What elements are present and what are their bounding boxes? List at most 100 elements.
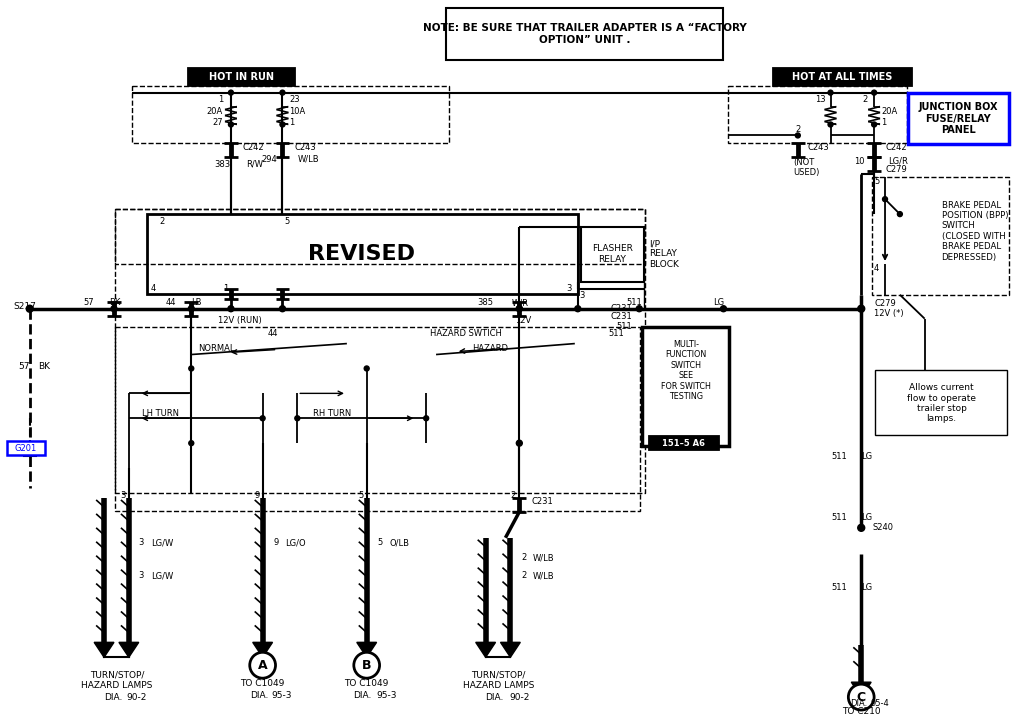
Circle shape bbox=[897, 212, 902, 217]
Text: 511: 511 bbox=[831, 583, 848, 592]
Circle shape bbox=[848, 684, 874, 710]
Text: S240: S240 bbox=[872, 523, 893, 532]
Text: W/R: W/R bbox=[511, 299, 528, 307]
Text: O/LB: O/LB bbox=[389, 538, 410, 547]
Circle shape bbox=[295, 416, 300, 421]
Circle shape bbox=[636, 306, 642, 311]
Text: DIA.: DIA. bbox=[353, 691, 371, 700]
Text: DIA.: DIA. bbox=[250, 691, 268, 700]
Text: LG/W: LG/W bbox=[151, 538, 173, 547]
Text: LG/O: LG/O bbox=[286, 538, 306, 547]
Text: HAZARD LAMPS: HAZARD LAMPS bbox=[81, 681, 153, 690]
Circle shape bbox=[188, 366, 194, 371]
Polygon shape bbox=[253, 642, 272, 657]
Text: LG/R: LG/R bbox=[888, 157, 908, 166]
Text: BK: BK bbox=[38, 362, 49, 371]
Circle shape bbox=[796, 133, 801, 138]
Text: 2: 2 bbox=[510, 491, 515, 500]
Text: 1: 1 bbox=[881, 118, 887, 127]
Bar bbox=[872, 178, 1009, 295]
Text: C242: C242 bbox=[243, 143, 264, 152]
Text: 90-2: 90-2 bbox=[509, 692, 529, 702]
Polygon shape bbox=[851, 682, 871, 697]
Circle shape bbox=[188, 440, 194, 445]
Circle shape bbox=[365, 366, 370, 371]
Circle shape bbox=[828, 90, 833, 95]
Text: 511: 511 bbox=[831, 452, 848, 460]
Text: 12V (*): 12V (*) bbox=[874, 309, 904, 318]
Circle shape bbox=[858, 524, 864, 531]
Polygon shape bbox=[119, 642, 138, 657]
Circle shape bbox=[228, 306, 233, 311]
Text: I/P
RELAY
BLOCK: I/P RELAY BLOCK bbox=[649, 239, 679, 268]
Text: TO C1049: TO C1049 bbox=[344, 679, 389, 687]
Text: LG: LG bbox=[861, 513, 872, 523]
Text: 2: 2 bbox=[862, 95, 867, 104]
Text: R/W: R/W bbox=[246, 160, 263, 169]
Text: 10: 10 bbox=[854, 157, 864, 166]
Text: 57: 57 bbox=[84, 299, 94, 307]
Text: LB: LB bbox=[191, 299, 202, 307]
Text: 5: 5 bbox=[378, 538, 383, 547]
Bar bbox=[446, 8, 724, 59]
Polygon shape bbox=[94, 642, 114, 657]
Text: W/LB: W/LB bbox=[534, 553, 555, 562]
Circle shape bbox=[858, 305, 864, 312]
Text: TO C1049: TO C1049 bbox=[241, 679, 285, 687]
Text: G201: G201 bbox=[14, 444, 37, 453]
Text: Allows current
flow to operate
trailer stop
lamps.: Allows current flow to operate trailer s… bbox=[907, 383, 976, 423]
Text: 511: 511 bbox=[831, 513, 848, 523]
Text: 13: 13 bbox=[815, 95, 825, 104]
Circle shape bbox=[721, 306, 726, 311]
Text: 3: 3 bbox=[138, 571, 144, 580]
Text: 2: 2 bbox=[521, 553, 526, 562]
Text: W/LB: W/LB bbox=[534, 571, 555, 580]
Text: C231: C231 bbox=[610, 312, 632, 321]
Text: REVISED: REVISED bbox=[308, 244, 416, 264]
Circle shape bbox=[111, 306, 117, 311]
Text: BK: BK bbox=[109, 299, 121, 307]
Circle shape bbox=[228, 122, 233, 127]
Text: LG: LG bbox=[861, 452, 872, 460]
Bar bbox=[146, 214, 578, 294]
Text: 27: 27 bbox=[212, 118, 223, 127]
Text: LG/W: LG/W bbox=[151, 571, 173, 580]
Circle shape bbox=[280, 122, 285, 127]
Text: 95-4: 95-4 bbox=[870, 699, 889, 707]
Polygon shape bbox=[501, 642, 520, 657]
Text: TURN/STOP/: TURN/STOP/ bbox=[90, 671, 144, 679]
Circle shape bbox=[280, 306, 286, 311]
Polygon shape bbox=[356, 642, 377, 657]
Bar bbox=[115, 326, 640, 511]
Text: 3: 3 bbox=[138, 538, 144, 547]
Text: 5: 5 bbox=[358, 491, 364, 500]
Text: HAZARD LAMPS: HAZARD LAMPS bbox=[463, 681, 535, 690]
Circle shape bbox=[250, 652, 275, 678]
Text: C: C bbox=[857, 691, 866, 704]
Circle shape bbox=[871, 90, 877, 95]
Text: 44: 44 bbox=[267, 329, 278, 338]
Text: C243: C243 bbox=[808, 143, 829, 152]
Bar bbox=[642, 326, 729, 446]
Text: DIA.: DIA. bbox=[104, 692, 123, 702]
Text: 10A: 10A bbox=[290, 107, 305, 116]
Text: 511: 511 bbox=[616, 322, 632, 331]
Text: 44: 44 bbox=[166, 299, 176, 307]
Bar bbox=[728, 86, 907, 143]
Text: 511: 511 bbox=[608, 329, 625, 338]
Text: DIA.: DIA. bbox=[485, 692, 504, 702]
Text: 294: 294 bbox=[262, 155, 278, 164]
Bar bbox=[115, 209, 645, 264]
Text: HOT AT ALL TIMES: HOT AT ALL TIMES bbox=[793, 72, 893, 82]
Circle shape bbox=[516, 306, 522, 311]
Circle shape bbox=[354, 652, 380, 678]
Text: TO C210: TO C210 bbox=[842, 707, 881, 715]
Text: C231: C231 bbox=[610, 304, 632, 313]
Bar bbox=[115, 209, 645, 493]
Bar bbox=[132, 86, 449, 143]
Bar bbox=[876, 370, 1007, 435]
Text: B: B bbox=[361, 659, 372, 672]
Text: 151–5 A6: 151–5 A6 bbox=[663, 439, 706, 448]
Text: 4: 4 bbox=[151, 284, 157, 294]
Text: 3: 3 bbox=[566, 284, 571, 294]
